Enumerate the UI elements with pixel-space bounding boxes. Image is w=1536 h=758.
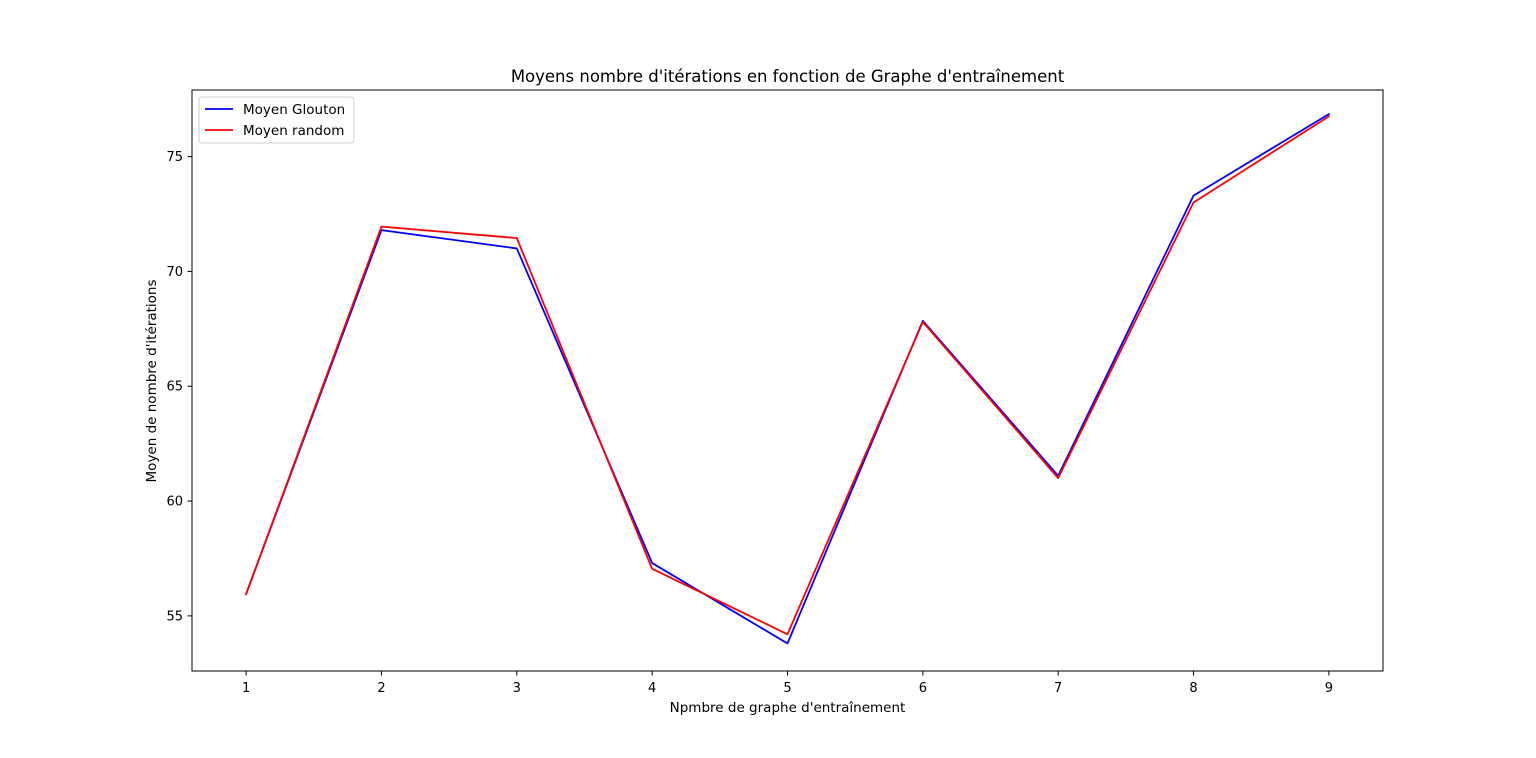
legend: Moyen Glouton Moyen random	[198, 96, 355, 144]
legend-label: Moyen random	[243, 123, 344, 139]
series-line-moyen-glouton	[244, 112, 1331, 645]
x-axis-label: Npmbre de graphe d'entraînement	[670, 700, 906, 716]
x-tick-label: 3	[513, 681, 521, 696]
y-axis-label: Moyen de nombre d'itérations	[144, 280, 160, 483]
y-tick-label: 60	[166, 495, 183, 510]
x-tick-label: 1	[242, 681, 250, 696]
plot-area	[191, 89, 1384, 672]
legend-label: Moyen Glouton	[243, 102, 345, 118]
x-tick-label: 9	[1325, 681, 1333, 696]
x-tick-label: 6	[919, 681, 927, 696]
y-tick-label: 55	[166, 609, 183, 624]
x-axis: 1 2 3 4 5 6 7 8 9	[242, 671, 1333, 696]
legend-items: Moyen Glouton Moyen random	[205, 102, 345, 139]
x-tick-label: 2	[377, 681, 385, 696]
plot-frame	[191, 89, 1384, 672]
legend-box	[198, 96, 355, 144]
x-tick-label: 8	[1189, 681, 1197, 696]
series-line-moyen-random	[244, 115, 1331, 636]
y-tick-label: 70	[166, 265, 183, 280]
x-tick-label: 7	[1054, 681, 1062, 696]
x-tick-label: 4	[648, 681, 656, 696]
x-tick-label: 5	[783, 681, 791, 696]
y-tick-label: 75	[166, 150, 183, 165]
series-layer	[244, 112, 1331, 645]
y-axis: 55 60 65 70 75	[166, 150, 192, 624]
chart-title: Moyens nombre d'itérations en fonction d…	[511, 67, 1065, 86]
y-tick-label: 65	[166, 380, 183, 395]
